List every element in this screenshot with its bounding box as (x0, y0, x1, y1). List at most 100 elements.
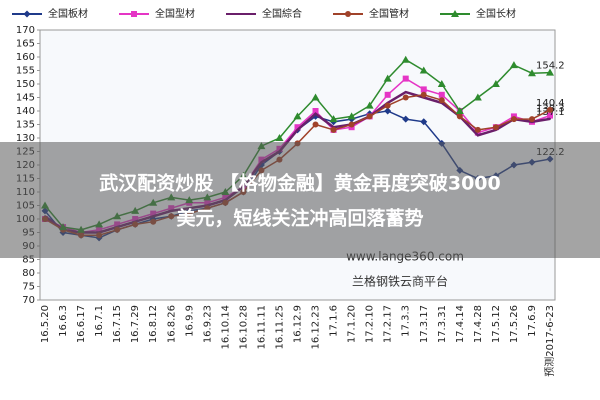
x-tick-label: 16.5.20 (40, 305, 51, 343)
marker (329, 115, 338, 123)
marker (420, 86, 427, 93)
marker (438, 97, 445, 104)
legend-marker (131, 11, 137, 17)
marker (348, 121, 355, 128)
marker (528, 116, 535, 123)
x-tick-label: 17.5.12 (491, 305, 502, 343)
x-tick-label: 17.6.9 (527, 305, 538, 337)
legend-marker (451, 10, 459, 17)
x-tick-label: 17.5.26 (509, 305, 520, 343)
marker (314, 112, 317, 115)
x-tick-label: 17.3.31 (437, 305, 448, 343)
y-tick-label: 70 (22, 295, 35, 306)
x-tick-label: 16.7.1 (94, 305, 105, 337)
legend-marker (23, 10, 31, 18)
marker (510, 116, 517, 123)
x-tick-label: 16.7.29 (130, 305, 141, 343)
x-tick-label: 17.1.20 (347, 305, 358, 343)
x-tick-label: 17.2.17 (383, 305, 394, 343)
x-tick-label: 16.8.26 (166, 305, 177, 343)
marker (492, 124, 499, 131)
marker (275, 134, 284, 141)
marker (365, 101, 374, 109)
x-tick-label: 17.3.17 (419, 305, 430, 343)
y-tick-label: 160 (16, 52, 35, 63)
marker (456, 113, 463, 120)
banner-band (0, 142, 600, 258)
x-tick-label: 17.4.14 (455, 305, 466, 343)
legend-label: 全国板材 (48, 7, 88, 20)
x-tick-label: 预测2017-6-23 (543, 305, 556, 377)
x-tick-label: 16.12.23 (311, 305, 322, 350)
marker (384, 91, 391, 98)
marker (546, 68, 554, 76)
legend-label: 全国型材 (155, 7, 195, 20)
x-tick-label: 16.10.28 (238, 305, 249, 350)
x-tick-label: 16.10.14 (220, 305, 231, 350)
x-tick-label: 16.11.25 (274, 305, 285, 350)
x-tick-label: 17.4.28 (473, 305, 484, 343)
marker (312, 108, 319, 114)
marker (402, 94, 409, 101)
legend-marker (345, 11, 351, 17)
marker (402, 75, 409, 82)
marker (296, 128, 299, 131)
marker (312, 121, 319, 128)
x-tick-label: 16.11.11 (256, 305, 267, 350)
marker (549, 117, 551, 120)
marker (404, 91, 407, 94)
legend-label: 全国管材 (369, 7, 409, 20)
x-tick-label: 16.9.23 (202, 305, 213, 343)
marker (509, 61, 518, 69)
marker (547, 106, 553, 113)
marker (384, 107, 392, 115)
marker (455, 107, 464, 114)
marker (347, 112, 356, 120)
y-tick-label: 150 (16, 79, 35, 90)
y-tick-label: 155 (16, 66, 35, 77)
y-tick-label: 130 (16, 133, 35, 144)
marker (547, 112, 553, 119)
end-value-label: 154.2 (536, 61, 565, 72)
marker (294, 124, 301, 131)
legend-marker (240, 13, 242, 15)
marker (474, 126, 481, 133)
y-tick-label: 75 (22, 282, 35, 293)
banner-line: 武汉配资炒股 【格物金融】黄金再度突破3000 (99, 172, 501, 195)
y-tick-label: 145 (16, 93, 35, 104)
x-tick-label: 17.3.3 (401, 305, 412, 337)
marker (384, 102, 391, 109)
marker (293, 112, 302, 120)
marker (420, 118, 428, 126)
banner-line: 美元，短线关注冲高回落蓄势 (176, 207, 423, 230)
marker (491, 80, 500, 87)
y-tick-label: 135 (16, 120, 35, 131)
marker (366, 113, 373, 120)
end-value-label: 140.4 (536, 98, 565, 109)
legend-label: 全国綜合 (262, 7, 302, 20)
marker (401, 55, 410, 63)
watermark-name: 兰格钢铁云商平台 (352, 274, 448, 289)
marker (420, 91, 427, 98)
marker (383, 74, 392, 82)
marker (402, 115, 410, 123)
x-tick-label: 16.6.17 (76, 305, 87, 343)
marker (330, 126, 337, 133)
x-tick-label: 17.2.10 (365, 305, 376, 343)
x-tick-label: 16.8.12 (148, 305, 159, 343)
x-tick-label: 16.6.3 (58, 305, 69, 337)
y-tick-label: 85 (22, 255, 35, 266)
marker (419, 66, 428, 74)
marker (527, 69, 536, 77)
marker (473, 93, 482, 101)
y-tick-label: 140 (16, 106, 35, 117)
marker (438, 91, 445, 98)
y-tick-label: 80 (22, 268, 35, 279)
y-tick-label: 165 (16, 39, 35, 50)
marker (311, 93, 320, 101)
x-tick-label: 16.9.9 (184, 305, 195, 337)
y-tick-label: 170 (16, 25, 35, 36)
legend-label: 全国长材 (476, 7, 516, 20)
marker (476, 134, 479, 137)
